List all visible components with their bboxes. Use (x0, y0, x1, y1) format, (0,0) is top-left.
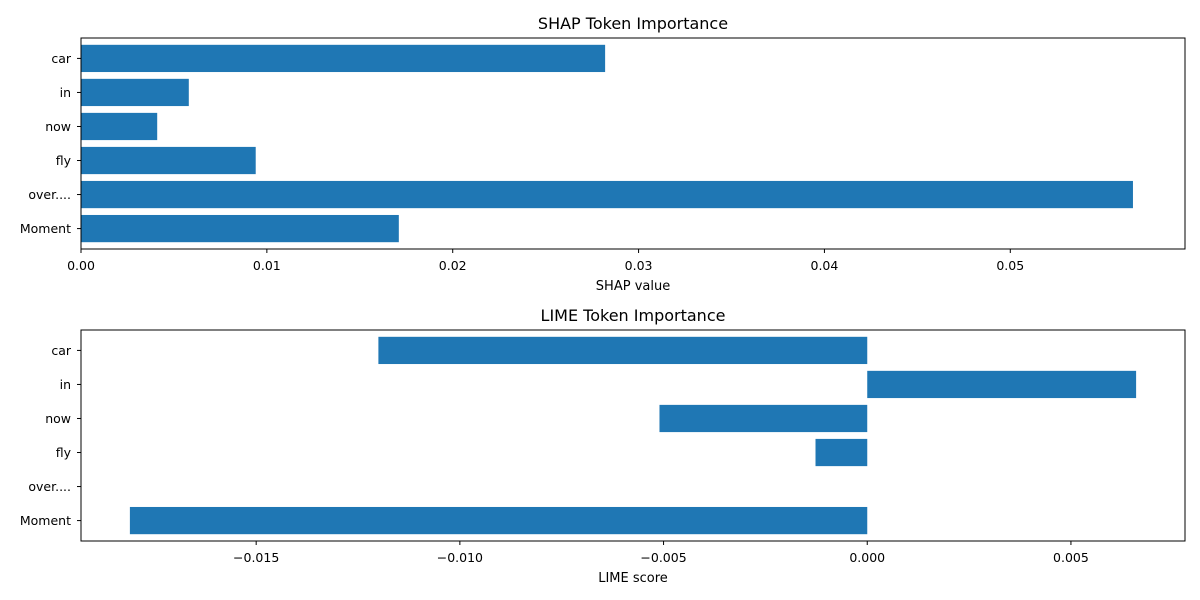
y-tick-label: Moment (20, 513, 71, 528)
y-tick-label: in (60, 377, 71, 392)
x-axis: −0.015 −0.010 −0.005 0.000 0.005 (233, 541, 1089, 565)
y-tick-label: fly (56, 445, 72, 460)
x-axis-label: LIME score (598, 571, 668, 586)
y-tick-label: over.... (28, 187, 71, 202)
bar-now (659, 404, 868, 433)
x-tick-label: 0.000 (849, 550, 885, 565)
y-tick-label: car (51, 343, 72, 358)
bar-in (81, 78, 189, 107)
y-tick-label: in (60, 85, 71, 100)
x-tick-label: −0.010 (437, 550, 483, 565)
y-tick-label: Moment (20, 221, 71, 236)
lime-panel: LIME Token Importance car in now fly over...… (20, 306, 1186, 586)
plot-frame (80, 329, 1186, 542)
bar-fly (81, 146, 256, 175)
x-axis-label: SHAP value (596, 279, 670, 294)
bar-car (81, 44, 606, 73)
x-tick-label: 0.00 (67, 258, 95, 273)
plot-frame (80, 37, 1186, 250)
bar-in (867, 370, 1137, 399)
chart-title: SHAP Token Importance (538, 14, 728, 33)
y-tick-label: fly (56, 153, 72, 168)
bar-group (81, 44, 1133, 243)
bar-moment (129, 506, 868, 535)
x-axis: 0.00 0.01 0.02 0.03 0.04 0.05 (67, 249, 1024, 273)
x-tick-label: 0.03 (625, 258, 653, 273)
bar-group (129, 336, 1137, 535)
y-tick-label: now (45, 119, 71, 134)
y-tick-label: now (45, 411, 71, 426)
bar-fly (815, 438, 868, 467)
x-tick-label: −0.015 (233, 550, 279, 565)
x-tick-label: 0.04 (811, 258, 839, 273)
y-axis: car in now fly over.... Moment (20, 343, 81, 528)
shap-panel: SHAP Token Importance car in now fly over...… (20, 14, 1186, 294)
x-tick-label: 0.05 (996, 258, 1024, 273)
y-tick-label: over.... (28, 479, 71, 494)
x-tick-label: −0.005 (640, 550, 686, 565)
y-tick-label: car (51, 51, 72, 66)
bar-car (378, 336, 868, 365)
x-tick-label: 0.01 (253, 258, 281, 273)
bar-moment (81, 214, 399, 243)
x-tick-label: 0.005 (1053, 550, 1089, 565)
chart-title: LIME Token Importance (541, 306, 726, 325)
y-axis: car in now fly over.... Moment (20, 51, 81, 236)
bar-over (81, 180, 1133, 209)
x-tick-label: 0.02 (439, 258, 467, 273)
bar-now (81, 112, 158, 141)
